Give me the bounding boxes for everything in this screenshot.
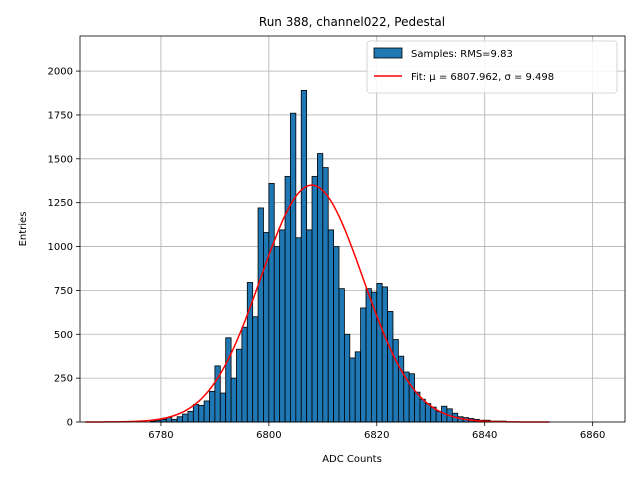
y-ticks: 0 250 500 750 1000 1250 1500 1750 2000 — [48, 67, 80, 429]
y-tick-label: 250 — [54, 374, 73, 385]
histogram-bar — [435, 411, 442, 423]
x-ticks: 6780 6800 6820 6840 6860 — [148, 422, 605, 441]
histogram-bar — [300, 89, 308, 423]
histogram-bar — [236, 348, 243, 423]
histogram-bar — [354, 351, 361, 423]
histogram-bar — [414, 391, 421, 423]
chart-title: Run 388, channel022, Pedestal — [259, 15, 445, 29]
x-tick-label: 6780 — [148, 430, 173, 441]
histogram-bar — [338, 288, 345, 423]
histogram-bar — [230, 377, 237, 423]
histogram-bar — [225, 337, 232, 423]
fit-curve — [85, 184, 550, 423]
y-axis-label: Entries — [18, 212, 29, 247]
histogram-bar — [192, 404, 200, 423]
histogram-bar — [392, 339, 399, 423]
histogram-bar — [381, 286, 388, 423]
histogram-bar — [365, 288, 372, 423]
histogram-bar — [182, 413, 189, 423]
histogram-bar — [344, 333, 351, 423]
y-tick-label: 2000 — [48, 67, 73, 78]
y-tick-label: 0 — [67, 418, 73, 429]
x-tick-label: 6820 — [364, 430, 389, 441]
histogram-bar — [376, 282, 383, 423]
histogram-bar — [257, 207, 264, 423]
x-tick-label: 6860 — [580, 430, 605, 441]
bars-layer — [149, 89, 507, 423]
histogram-bar — [273, 246, 281, 423]
histogram-bar — [387, 311, 394, 423]
plot-area: 6780 6800 6820 6840 6860 0 250 500 750 1000 1250 1… — [48, 35, 626, 441]
histogram-bar — [327, 229, 335, 423]
histogram-bar — [370, 291, 378, 423]
y-tick-label: 500 — [54, 330, 73, 341]
plot-frame — [79, 35, 626, 423]
histogram-bar — [176, 416, 183, 423]
legend-box — [366, 40, 618, 94]
histogram-bar — [209, 390, 216, 423]
histogram-bar — [203, 400, 210, 423]
legend-fit-label: Fit: μ = 6807.962, σ = 9.498 — [411, 72, 554, 83]
legend-samples-label: Samples: RMS=9.83 — [411, 49, 513, 60]
y-tick-label: 1250 — [48, 198, 73, 209]
x-tick-label: 6800 — [256, 430, 281, 441]
histogram-bar — [290, 112, 297, 423]
histogram-bar — [317, 153, 324, 423]
histogram-bar — [219, 392, 227, 423]
histogram-bar — [311, 175, 318, 423]
histogram-bar — [295, 237, 302, 423]
x-tick-label: 6840 — [472, 430, 497, 441]
histogram-bar — [349, 357, 356, 423]
histogram-bar — [268, 182, 275, 423]
histogram-bar — [198, 404, 205, 423]
y-tick-label: 1750 — [48, 110, 73, 121]
y-tick-label: 750 — [54, 286, 73, 297]
y-tick-label: 1500 — [48, 154, 73, 165]
histogram-bar — [333, 246, 340, 423]
histogram-bar — [424, 403, 432, 423]
histogram-bar — [306, 229, 313, 423]
histogram-bar — [408, 373, 415, 423]
x-axis-label: ADC Counts — [322, 454, 382, 465]
legend-samples-swatch — [373, 47, 403, 59]
histogram-bar — [419, 398, 426, 423]
histogram-bar — [241, 326, 248, 423]
histogram-bar — [187, 411, 194, 423]
legend: Samples: RMS=9.83 Fit: μ = 6807.962, σ =… — [366, 40, 618, 94]
histogram-bar — [322, 167, 329, 423]
y-tick-label: 1000 — [48, 242, 73, 253]
histogram-bar — [279, 229, 286, 423]
histogram-bar — [360, 307, 367, 423]
histogram-bar — [252, 316, 259, 423]
